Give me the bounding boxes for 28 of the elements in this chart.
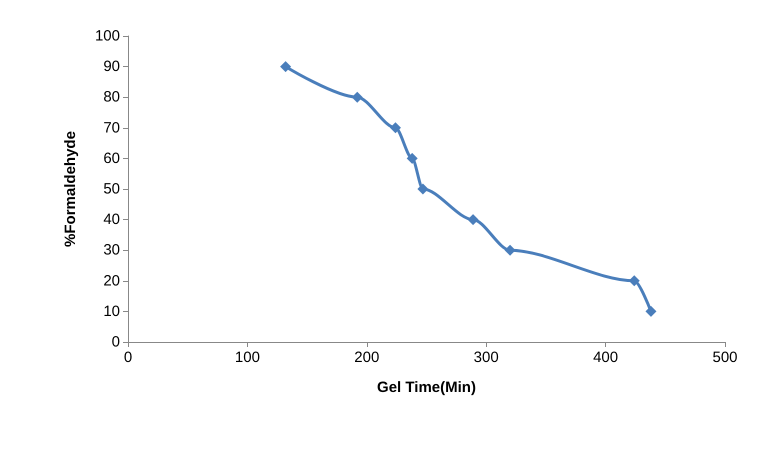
y-tick-label: 40	[103, 211, 120, 228]
y-tick-label: 30	[103, 242, 120, 259]
x-tick-label: 400	[593, 349, 618, 366]
point	[280, 61, 292, 72]
x-tick-label: 0	[124, 349, 132, 366]
point	[645, 306, 656, 317]
x-tick-label: 200	[354, 349, 380, 366]
x-tick-label: 300	[474, 349, 499, 366]
x-tick-label: 500	[712, 349, 738, 366]
point	[417, 184, 428, 194]
point	[390, 122, 401, 134]
y-tick-label: 50	[103, 180, 120, 198]
x-axis-title: Gel Time(Min)	[377, 379, 476, 396]
point	[468, 214, 479, 226]
y-tick-label: 10	[103, 302, 120, 320]
y-tick-label: 90	[103, 58, 120, 76]
y-tick-label: 20	[103, 272, 120, 290]
y-tick-label: 100	[94, 28, 120, 44]
point	[628, 275, 640, 286]
point	[352, 92, 363, 103]
y-tick-label: 60	[103, 150, 120, 167]
y-tick-label: 70	[103, 119, 120, 136]
y-axis-title: %Formaldehyde	[62, 131, 79, 247]
point	[406, 152, 418, 164]
x-tick-label: 100	[234, 349, 260, 366]
y-tick-label: 0	[112, 334, 120, 350]
point	[504, 244, 516, 256]
y-tick-label: 80	[103, 88, 120, 106]
